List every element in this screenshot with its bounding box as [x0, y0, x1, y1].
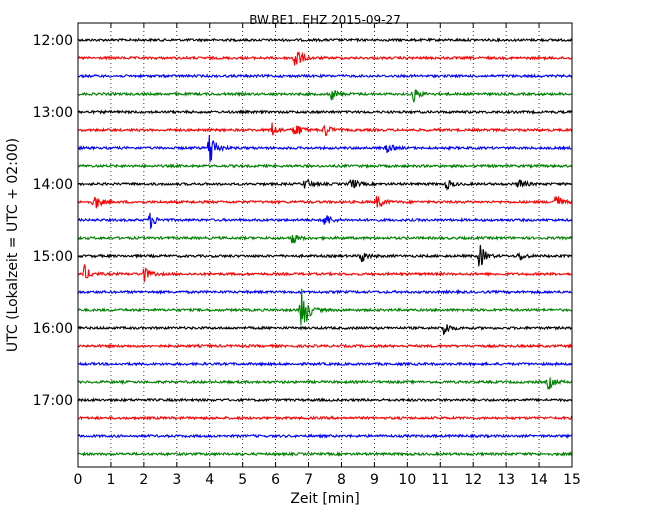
- seismogram-trace: [77, 263, 573, 283]
- x-tick-label: 1: [106, 472, 115, 488]
- seismogram-trace: [78, 415, 573, 421]
- y-tick-label: 16:00: [33, 321, 73, 337]
- seismogram-trace: [77, 36, 572, 43]
- y-tick-label: 15:00: [33, 249, 73, 265]
- x-tick-label: 12: [464, 472, 482, 488]
- seismogram-trace: [77, 212, 573, 230]
- x-tick-label: 13: [497, 472, 515, 488]
- x-tick-label: 14: [530, 472, 548, 488]
- y-tick-label: 17:00: [33, 393, 73, 409]
- x-tick-label: 9: [370, 472, 379, 488]
- y-tick-label: 14:00: [33, 177, 73, 193]
- seismogram-trace: [77, 162, 572, 169]
- seismogram-trace: [78, 288, 573, 326]
- x-tick-label: 5: [238, 472, 247, 488]
- chart-title: BW.BE1..EHZ 2015-09-27: [249, 13, 401, 27]
- seismogram-trace: [77, 195, 573, 209]
- y-tick-label: 13:00: [33, 105, 73, 121]
- seismogram-trace: [77, 451, 573, 457]
- x-axis-label: Zeit [min]: [290, 491, 359, 507]
- y-axis-label: UTC (Lokalzeit = UTC + 02:00): [5, 138, 21, 352]
- y-axis: 12:00 13:00 14:00 15:00 16:00 17:00: [33, 33, 572, 409]
- seismogram-trace: [77, 244, 573, 267]
- seismogram-trace: [77, 377, 573, 391]
- seismogram-trace: [77, 324, 573, 336]
- x-tick-label: 8: [337, 472, 346, 488]
- seismogram-trace: [77, 361, 573, 367]
- seismogram-trace: [77, 51, 573, 66]
- y-tick-label: 12:00: [33, 33, 73, 49]
- seismogram-trace: [77, 122, 573, 137]
- seismogram-trace: [77, 135, 573, 163]
- plot-frame: [77, 22, 573, 468]
- seismogram-trace: [77, 89, 573, 104]
- x-tick-label: 11: [431, 472, 449, 488]
- x-tick-label: 6: [271, 472, 280, 488]
- seismogram-trace: [77, 343, 573, 350]
- x-tick-label: 15: [563, 472, 581, 488]
- seismogram-trace: [77, 234, 573, 245]
- x-tick-label: 0: [74, 472, 83, 488]
- x-tick-label: 4: [205, 472, 214, 488]
- seismogram-trace: [77, 397, 573, 403]
- seismogram-trace: [77, 178, 573, 191]
- x-tick-label: 10: [398, 472, 416, 488]
- x-tick-label: 2: [139, 472, 148, 488]
- seismogram-trace: [77, 433, 573, 439]
- seismogram-traces: [77, 36, 573, 457]
- x-axis: 0 1 2 3 4 5 6 7 8 9 10 11 12 13 14 15: [74, 23, 581, 488]
- seismogram-trace: [77, 288, 573, 296]
- seismogram-trace: [77, 73, 573, 79]
- x-tick-label: 7: [304, 472, 313, 488]
- x-tick-label: 3: [172, 472, 181, 488]
- seismogram-trace: [77, 109, 573, 115]
